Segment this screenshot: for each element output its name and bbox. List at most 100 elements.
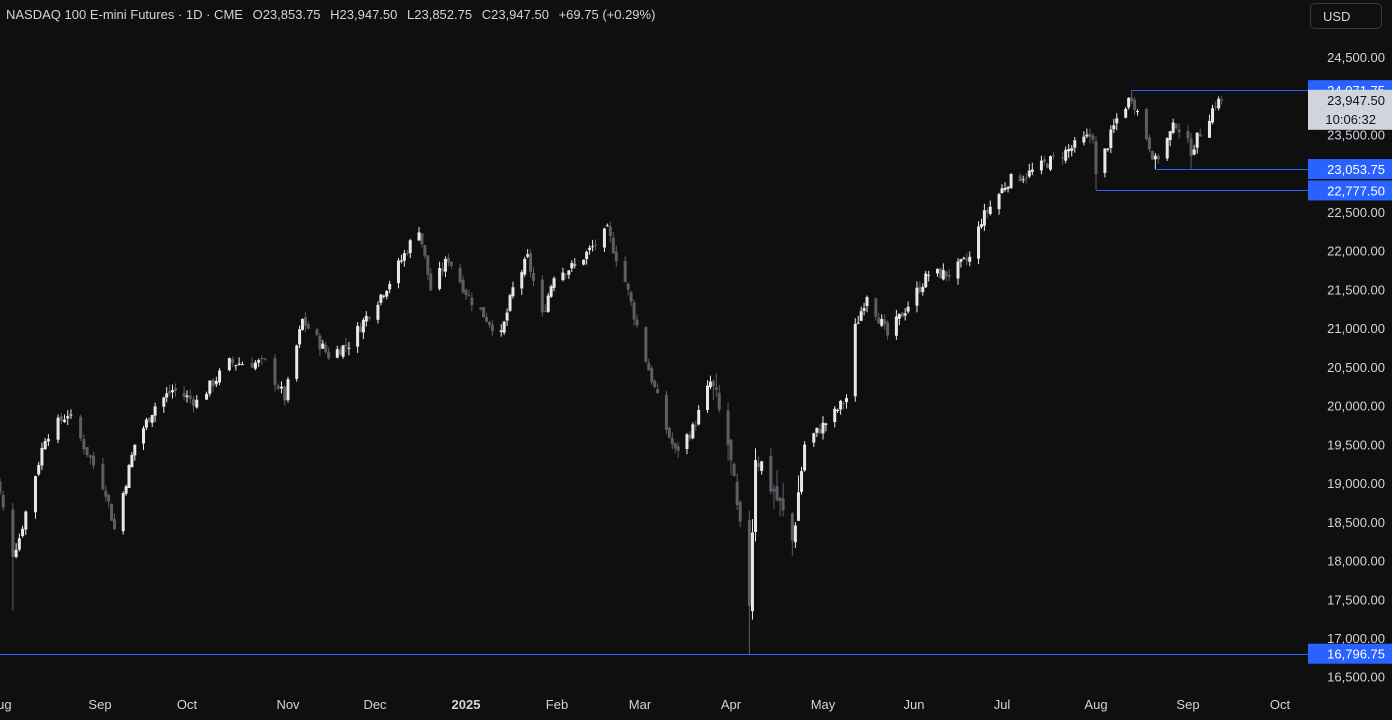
time-axis[interactable]: Aug Sep Oct Nov Dec 2025 Feb Mar Apr May Jun Jul Aug…: [0, 697, 1290, 712]
candle-body: [803, 444, 807, 471]
candle-body: [335, 349, 339, 358]
candle-body: [306, 324, 310, 329]
candle-body: [43, 441, 47, 450]
candle-body: [327, 351, 331, 359]
candle-body: [959, 259, 963, 262]
open-value: O23,853.75: [252, 7, 321, 22]
currency-button[interactable]: USD: [1310, 3, 1382, 29]
candle-body: [564, 274, 568, 276]
candle-body: [24, 511, 28, 530]
price-tick-label: 22,500.00: [1327, 205, 1385, 220]
candle-body: [900, 312, 904, 317]
candle-body: [935, 268, 939, 274]
time-tick-label: Jul: [994, 697, 1011, 712]
candle-body: [647, 362, 651, 371]
candle-body: [338, 349, 342, 355]
candle-body: [133, 444, 137, 456]
price-axis[interactable]: 24,500.00 23,500.00 22,500.00 22,000.00 21,5…: [1327, 50, 1385, 685]
candle-body: [479, 307, 483, 310]
candle-body: [812, 433, 816, 443]
candle-body: [423, 245, 427, 256]
level-price-text: 22,777.50: [1327, 183, 1385, 198]
candle-body: [691, 424, 695, 439]
candle-body: [793, 525, 797, 543]
time-tick-label: Oct: [1270, 697, 1291, 712]
symbol-legend[interactable]: NASDAQ 100 E-mini Futures · 1D · CME O23…: [6, 7, 655, 22]
candle-body: [295, 345, 299, 379]
candle-body: [1045, 163, 1049, 168]
candle-body: [464, 290, 468, 295]
candle-body: [594, 244, 598, 246]
candle-body: [673, 443, 677, 449]
candle-body: [301, 319, 304, 330]
candle-body: [918, 286, 922, 293]
candle-body: [1061, 157, 1065, 159]
candles-group: [0, 90, 1224, 654]
candle-body: [561, 272, 565, 281]
candle-body: [982, 210, 986, 226]
candle-body: [231, 359, 235, 364]
candle-body: [915, 287, 919, 306]
candle-body: [37, 465, 41, 475]
candle-body: [877, 317, 881, 324]
candle-body: [273, 358, 277, 385]
candle-body: [862, 308, 866, 311]
candle-body: [385, 290, 389, 297]
candle-body: [1085, 134, 1089, 137]
time-tick-label: 2025: [452, 697, 481, 712]
candle-body: [110, 503, 114, 521]
candle-body: [162, 397, 166, 407]
level-price-label[interactable]: [1308, 159, 1392, 180]
candle-body: [924, 273, 928, 288]
candle-body: [796, 492, 800, 521]
time-tick-label: Feb: [546, 697, 568, 712]
close-value: C23,947.50: [481, 7, 549, 22]
candle-body: [502, 321, 506, 333]
candle-body: [1177, 129, 1181, 133]
price-tick-label: 18,500.00: [1327, 515, 1385, 530]
high-value: H23,947.50: [330, 7, 398, 22]
candle-body: [417, 232, 421, 241]
candle-body: [508, 295, 512, 311]
level-price-text: 16,796.75: [1327, 647, 1385, 662]
candle-body: [240, 364, 244, 366]
level-price-label[interactable]: [1308, 180, 1392, 201]
candle-body: [142, 428, 145, 444]
candle-body: [591, 246, 595, 248]
candle-body: [726, 410, 730, 445]
candle-body: [1150, 150, 1154, 160]
candle-body: [532, 272, 536, 281]
symbol-title[interactable]: NASDAQ 100 E-mini Futures · 1D · CME: [6, 7, 243, 22]
candle-body: [505, 312, 509, 321]
candle-body: [382, 295, 386, 297]
candle-body: [824, 423, 828, 425]
candle-body: [886, 322, 890, 336]
candle-body: [1024, 177, 1028, 179]
candle-body: [903, 313, 907, 316]
candle-body: [1009, 173, 1013, 188]
candle-body: [1198, 134, 1202, 137]
level-price-label[interactable]: [1308, 643, 1392, 664]
candle-body: [147, 417, 151, 422]
level-lines-group: [0, 90, 1308, 655]
candle-body: [467, 295, 471, 297]
candle-body: [1207, 120, 1211, 138]
candle-body: [144, 419, 148, 428]
candle-body: [1109, 129, 1113, 148]
time-tick-label: Aug: [1084, 697, 1107, 712]
candle-body: [438, 268, 442, 289]
candle-body: [511, 287, 515, 297]
candle-body: [188, 395, 192, 399]
candle-body: [1082, 136, 1086, 143]
candle-body: [63, 419, 67, 422]
candle-body: [286, 379, 290, 401]
candle-body: [121, 493, 125, 532]
current-price-label: [1308, 89, 1392, 130]
time-tick-label: Sep: [88, 697, 111, 712]
candle-body: [446, 257, 450, 263]
candle-body: [153, 406, 157, 416]
candle-body: [540, 279, 544, 313]
candle-body: [461, 279, 465, 293]
candle-body: [150, 415, 154, 423]
